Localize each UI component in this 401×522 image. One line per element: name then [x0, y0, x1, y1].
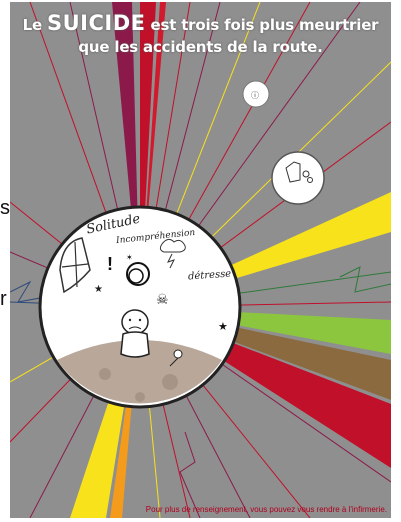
headline: Le SUICIDE est trois fois plus meurtrier…: [10, 12, 391, 58]
star-icon: ★: [94, 284, 103, 295]
headline-prefix: Le: [22, 16, 43, 34]
flower-icon: [173, 349, 183, 359]
character-body: [120, 331, 150, 358]
svg-text:★: ★: [218, 321, 228, 333]
headline-suffix: est trois fois plus meurtrier: [150, 16, 379, 34]
poster: ⓘ ★ ! ✶ ☠: [10, 2, 391, 518]
exclamation-icon: !: [107, 254, 113, 274]
scribble-icon: [126, 262, 150, 286]
footer-note: Pour plus de renseignement, vous pouvez …: [145, 505, 387, 514]
zigzag-bottom: [179, 431, 201, 518]
side-text-bottom: r: [0, 288, 7, 310]
headline-emphasis: SUICIDE: [46, 11, 146, 35]
bubble-small: [242, 80, 270, 108]
storm-cloud-icon: [159, 238, 186, 253]
headline-line2: que les accidents de la route.: [78, 38, 323, 56]
bubble-medium: [271, 151, 325, 205]
zigzag-right: [339, 266, 391, 293]
svg-text:ⓘ: ⓘ: [251, 91, 259, 100]
zigzag-left: [10, 280, 41, 303]
poster-artwork: ⓘ ★ ! ✶ ☠: [10, 2, 391, 518]
skull-icon: ☠: [156, 291, 169, 307]
character-head: [121, 309, 149, 335]
svg-text:✶: ✶: [126, 253, 133, 262]
window-icon: [59, 237, 91, 294]
